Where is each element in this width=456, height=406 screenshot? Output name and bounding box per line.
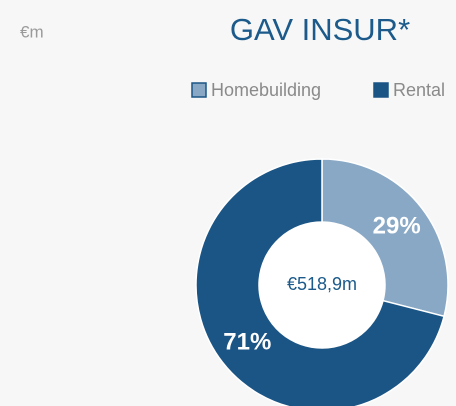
legend-swatch [373, 82, 389, 98]
chart-title: GAV INSUR* [230, 12, 410, 47]
center-label: €518,9m [287, 274, 357, 294]
unit-label: €m [20, 22, 44, 41]
legend-label: Rental [393, 80, 445, 100]
value-label: 71% [223, 328, 271, 355]
legend-swatch [191, 82, 207, 98]
value-label: 29% [373, 212, 421, 239]
donut-hole [259, 222, 385, 348]
legend-label: Homebuilding [211, 80, 321, 100]
